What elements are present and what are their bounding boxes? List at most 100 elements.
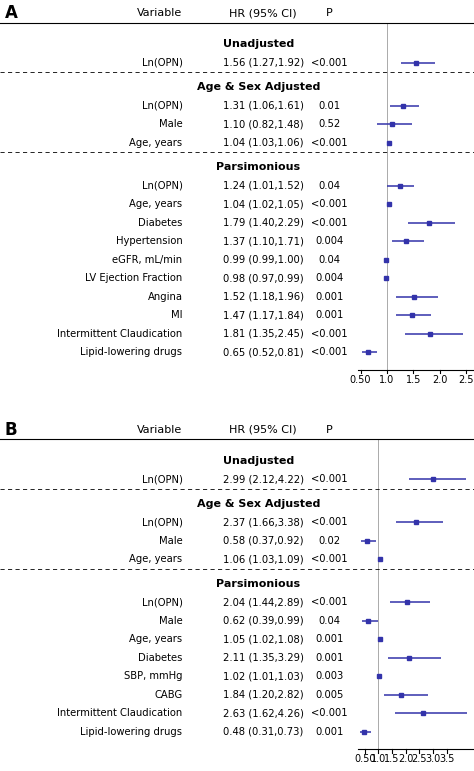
- Text: <0.001: <0.001: [311, 58, 348, 68]
- Text: MI: MI: [171, 310, 182, 320]
- Text: 1.05 (1.02,1.08): 1.05 (1.02,1.08): [223, 635, 303, 645]
- Text: 1.37 (1.10,1.71): 1.37 (1.10,1.71): [223, 236, 303, 246]
- Text: 0.01: 0.01: [319, 101, 340, 111]
- Text: 1.04 (1.03,1.06): 1.04 (1.03,1.06): [223, 138, 303, 148]
- Text: 0.98 (0.97,0.99): 0.98 (0.97,0.99): [223, 273, 303, 283]
- Text: Variable: Variable: [137, 8, 182, 19]
- Text: 3.0: 3.0: [425, 754, 441, 764]
- Text: <0.001: <0.001: [311, 554, 348, 564]
- Text: Hypertension: Hypertension: [116, 236, 182, 246]
- Text: 1.04 (1.02,1.05): 1.04 (1.02,1.05): [223, 199, 303, 209]
- Text: Age, years: Age, years: [129, 554, 182, 564]
- Text: 0.001: 0.001: [315, 653, 344, 663]
- Text: 1.5: 1.5: [384, 754, 400, 764]
- Text: 0.02: 0.02: [319, 536, 340, 546]
- Text: 2.37 (1.66,3.38): 2.37 (1.66,3.38): [223, 517, 303, 527]
- Text: 1.5: 1.5: [406, 375, 421, 385]
- Text: 0.04: 0.04: [319, 254, 340, 264]
- Text: Age & Sex Adjusted: Age & Sex Adjusted: [197, 499, 320, 509]
- Text: 1.52 (1.18,1.96): 1.52 (1.18,1.96): [223, 291, 303, 301]
- Text: 0.65 (0.52,0.81): 0.65 (0.52,0.81): [223, 347, 303, 357]
- Text: 0.99 (0.99,1.00): 0.99 (0.99,1.00): [223, 254, 303, 264]
- Text: P: P: [326, 8, 333, 19]
- Text: Male: Male: [159, 536, 182, 546]
- Text: 1.10 (0.82,1.48): 1.10 (0.82,1.48): [223, 120, 303, 130]
- Text: 2.5: 2.5: [458, 375, 474, 385]
- Text: 0.005: 0.005: [315, 690, 344, 700]
- Text: Unadjusted: Unadjusted: [223, 456, 294, 466]
- Text: 2.04 (1.44,2.89): 2.04 (1.44,2.89): [223, 598, 303, 608]
- Text: 2.99 (2.12,4.22): 2.99 (2.12,4.22): [223, 474, 303, 484]
- Text: 2.63 (1.62,4.26): 2.63 (1.62,4.26): [223, 709, 303, 719]
- Text: 0.58 (0.37,0.92): 0.58 (0.37,0.92): [223, 536, 303, 546]
- Text: 1.24 (1.01,1.52): 1.24 (1.01,1.52): [223, 180, 303, 190]
- Text: Male: Male: [159, 120, 182, 130]
- Text: 0.004: 0.004: [315, 236, 344, 246]
- Text: CABG: CABG: [154, 690, 182, 700]
- Text: Diabetes: Diabetes: [138, 217, 182, 227]
- Text: 0.50: 0.50: [354, 754, 375, 764]
- Text: B: B: [5, 421, 18, 439]
- Text: 0.04: 0.04: [319, 180, 340, 190]
- Text: 3.5: 3.5: [439, 754, 455, 764]
- Text: Age, years: Age, years: [129, 199, 182, 209]
- Text: 1.0: 1.0: [379, 375, 394, 385]
- Text: Lipid-lowering drugs: Lipid-lowering drugs: [81, 727, 182, 737]
- Text: SBP, mmHg: SBP, mmHg: [124, 672, 182, 682]
- Text: Ln(OPN): Ln(OPN): [142, 180, 182, 190]
- Text: Intermittent Claudication: Intermittent Claudication: [57, 709, 182, 719]
- Text: HR (95% CI): HR (95% CI): [229, 425, 297, 435]
- Text: 1.06 (1.03,1.09): 1.06 (1.03,1.09): [223, 554, 303, 564]
- Text: 1.84 (1.20,2.82): 1.84 (1.20,2.82): [223, 690, 303, 700]
- Text: <0.001: <0.001: [311, 517, 348, 527]
- Text: Diabetes: Diabetes: [138, 653, 182, 663]
- Text: Ln(OPN): Ln(OPN): [142, 101, 182, 111]
- Text: HR (95% CI): HR (95% CI): [229, 8, 297, 19]
- Text: Parsimonious: Parsimonious: [216, 162, 301, 172]
- Text: 0.004: 0.004: [315, 273, 344, 283]
- Text: Age, years: Age, years: [129, 635, 182, 645]
- Text: 1.47 (1.17,1.84): 1.47 (1.17,1.84): [223, 310, 303, 320]
- Text: Ln(OPN): Ln(OPN): [142, 517, 182, 527]
- Text: P: P: [326, 425, 333, 435]
- Text: <0.001: <0.001: [311, 474, 348, 484]
- Text: <0.001: <0.001: [311, 328, 348, 338]
- Text: 0.001: 0.001: [315, 727, 344, 737]
- Text: LV Ejection Fraction: LV Ejection Fraction: [85, 273, 182, 283]
- Text: Variable: Variable: [137, 425, 182, 435]
- Text: 0.001: 0.001: [315, 310, 344, 320]
- Text: Lipid-lowering drugs: Lipid-lowering drugs: [81, 347, 182, 357]
- Text: 0.001: 0.001: [315, 635, 344, 645]
- Text: 2.0: 2.0: [398, 754, 413, 764]
- Text: 2.5: 2.5: [411, 754, 427, 764]
- Text: Ln(OPN): Ln(OPN): [142, 58, 182, 68]
- Text: Angina: Angina: [147, 291, 182, 301]
- Text: Parsimonious: Parsimonious: [216, 579, 301, 589]
- Text: Age & Sex Adjusted: Age & Sex Adjusted: [197, 82, 320, 93]
- Text: 0.62 (0.39,0.99): 0.62 (0.39,0.99): [223, 616, 303, 626]
- Text: 1.31 (1.06,1.61): 1.31 (1.06,1.61): [223, 101, 303, 111]
- Text: 2.0: 2.0: [432, 375, 447, 385]
- Text: Age, years: Age, years: [129, 138, 182, 148]
- Text: 1.79 (1.40,2.29): 1.79 (1.40,2.29): [223, 217, 303, 227]
- Text: 0.52: 0.52: [319, 120, 340, 130]
- Text: Intermittent Claudication: Intermittent Claudication: [57, 328, 182, 338]
- Text: A: A: [5, 5, 18, 22]
- Text: Ln(OPN): Ln(OPN): [142, 474, 182, 484]
- Text: eGFR, mL/min: eGFR, mL/min: [112, 254, 182, 264]
- Text: <0.001: <0.001: [311, 138, 348, 148]
- Text: <0.001: <0.001: [311, 347, 348, 357]
- Text: 0.04: 0.04: [319, 616, 340, 626]
- Text: 0.003: 0.003: [315, 672, 344, 682]
- Text: Unadjusted: Unadjusted: [223, 39, 294, 49]
- Text: 0.001: 0.001: [315, 291, 344, 301]
- Text: Ln(OPN): Ln(OPN): [142, 598, 182, 608]
- Text: <0.001: <0.001: [311, 709, 348, 719]
- Text: 1.56 (1.27,1.92): 1.56 (1.27,1.92): [222, 58, 304, 68]
- Text: 1.02 (1.01,1.03): 1.02 (1.01,1.03): [223, 672, 303, 682]
- Text: 1.0: 1.0: [371, 754, 386, 764]
- Text: 0.50: 0.50: [350, 375, 371, 385]
- Text: 1.81 (1.35,2.45): 1.81 (1.35,2.45): [223, 328, 303, 338]
- Text: Male: Male: [159, 616, 182, 626]
- Text: 2.11 (1.35,3.29): 2.11 (1.35,3.29): [223, 653, 303, 663]
